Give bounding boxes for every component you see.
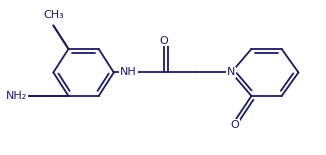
Text: N: N — [227, 67, 235, 78]
Text: O: O — [230, 120, 239, 130]
Text: CH₃: CH₃ — [43, 10, 64, 20]
Text: NH: NH — [120, 67, 137, 78]
Text: NH₂: NH₂ — [6, 91, 27, 101]
Text: O: O — [160, 35, 169, 46]
